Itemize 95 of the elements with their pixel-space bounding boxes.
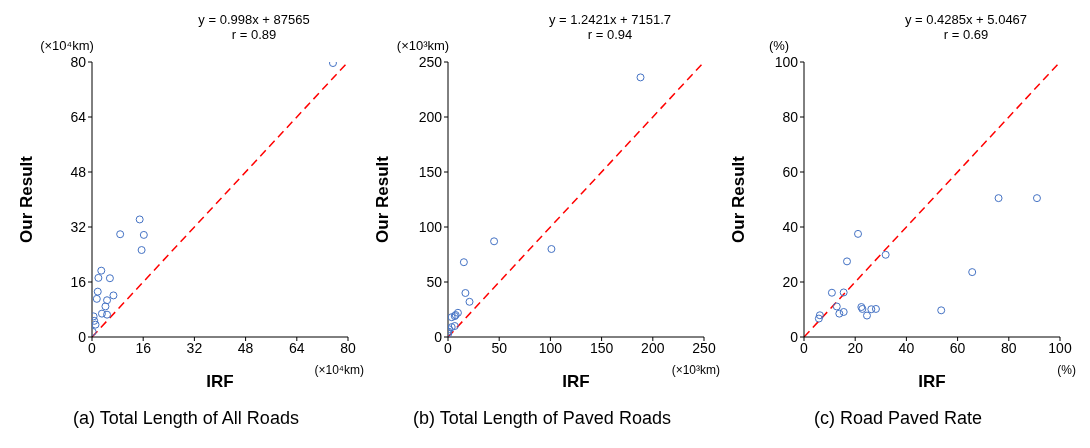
y-tick-label: 200: [418, 108, 443, 125]
x-tick-label: 16: [135, 339, 152, 356]
point: [116, 230, 125, 239]
x-axis-title: IRF: [918, 372, 946, 391]
y-tick-label: 0: [78, 328, 87, 345]
x-tick-label: 64: [289, 339, 305, 356]
point: [968, 268, 977, 277]
point: [839, 288, 848, 297]
point: [450, 322, 459, 330]
point: [459, 258, 468, 267]
point: [854, 229, 863, 238]
point: [465, 297, 474, 306]
point: [814, 314, 823, 323]
x-tick-label: 100: [1048, 339, 1072, 356]
point: [92, 294, 101, 303]
y-tick-label: 150: [418, 163, 443, 180]
y-tick-label: 0: [434, 328, 443, 345]
x-axis-title: IRF: [206, 372, 234, 391]
point: [843, 257, 852, 266]
point: [547, 245, 556, 253]
y-tick-label: 50: [426, 273, 443, 290]
point: [867, 305, 876, 314]
point: [835, 309, 844, 318]
point: [97, 309, 106, 318]
y-axis-title: Our Result: [373, 155, 393, 243]
y-tick-label: 80: [782, 108, 799, 125]
point: [109, 291, 118, 300]
y-axis-title: Our Result: [17, 155, 37, 243]
point: [97, 266, 106, 275]
point: [92, 320, 100, 329]
y-tick-label: 100: [418, 218, 443, 235]
point: [139, 230, 148, 239]
y-tick-label: 60: [782, 163, 799, 180]
point: [103, 310, 112, 319]
point: [93, 287, 102, 296]
text: y = 1.2421x + 7151.7: [547, 12, 673, 27]
point: [881, 250, 890, 259]
point: [101, 302, 110, 311]
y-tick-label: 20: [782, 273, 799, 290]
point: [827, 288, 836, 297]
point: [871, 304, 880, 313]
text: r = 0.69: [942, 27, 990, 42]
y-axis-title: Our Result: [729, 155, 749, 243]
x-tick-label: 32: [186, 339, 203, 356]
x-tick-label: 80: [1001, 339, 1017, 356]
point: [448, 313, 456, 322]
x-axis-title: IRF: [562, 372, 590, 391]
text: (×10⁴km): [39, 38, 95, 53]
point: [94, 273, 103, 282]
text: (c) Road Paved Rate: [812, 408, 984, 429]
point: [839, 307, 848, 316]
text: (×10³km): [395, 38, 451, 53]
point: [137, 246, 146, 255]
y-tick-label: 0: [790, 328, 799, 345]
y-tick-label: 40: [782, 218, 799, 235]
y-tick-label: 16: [70, 273, 87, 290]
x-tick-label: 200: [641, 339, 665, 356]
text: y = 0.4285x + 5.0467: [903, 12, 1029, 27]
y-tick-label: 80: [70, 53, 87, 70]
point: [453, 308, 462, 317]
point: [937, 306, 946, 315]
text: (b) Total Length of Paved Roads: [412, 408, 672, 429]
x-tick-label: 250: [692, 339, 716, 356]
x-tick-label: 80: [340, 339, 356, 356]
text: y = 0.998x + 87565: [197, 12, 311, 27]
x-tick-label: 20: [847, 339, 864, 356]
x-tick-label: 50: [491, 339, 508, 356]
point: [135, 215, 144, 224]
point: [461, 289, 470, 297]
y-tick-label: 48: [70, 163, 87, 180]
text: (×10⁴km): [314, 363, 364, 377]
x-tick-label: 48: [237, 339, 254, 356]
point: [105, 274, 114, 283]
x-tick-label: 100: [538, 339, 563, 356]
y-tick-label: 64: [70, 108, 87, 125]
text: (%): [767, 38, 791, 53]
x-tick-label: 40: [898, 339, 915, 356]
text: (×10³km): [671, 363, 720, 377]
point: [490, 237, 499, 246]
point: [1032, 194, 1041, 203]
text: (a) Total Length of All Roads: [72, 408, 300, 429]
point: [832, 302, 841, 311]
y-tick-label: 32: [70, 218, 87, 235]
point: [994, 194, 1003, 203]
text: r = 0.94: [586, 27, 634, 42]
text: (%): [1057, 363, 1076, 377]
point: [862, 311, 871, 320]
point: [636, 73, 645, 82]
y-tick-label: 100: [774, 53, 799, 70]
x-tick-label: 60: [949, 339, 966, 356]
text: r = 0.89: [230, 27, 278, 42]
x-tick-label: 150: [589, 339, 614, 356]
point: [103, 296, 112, 305]
y-tick-label: 250: [418, 53, 443, 70]
point: [815, 311, 824, 320]
